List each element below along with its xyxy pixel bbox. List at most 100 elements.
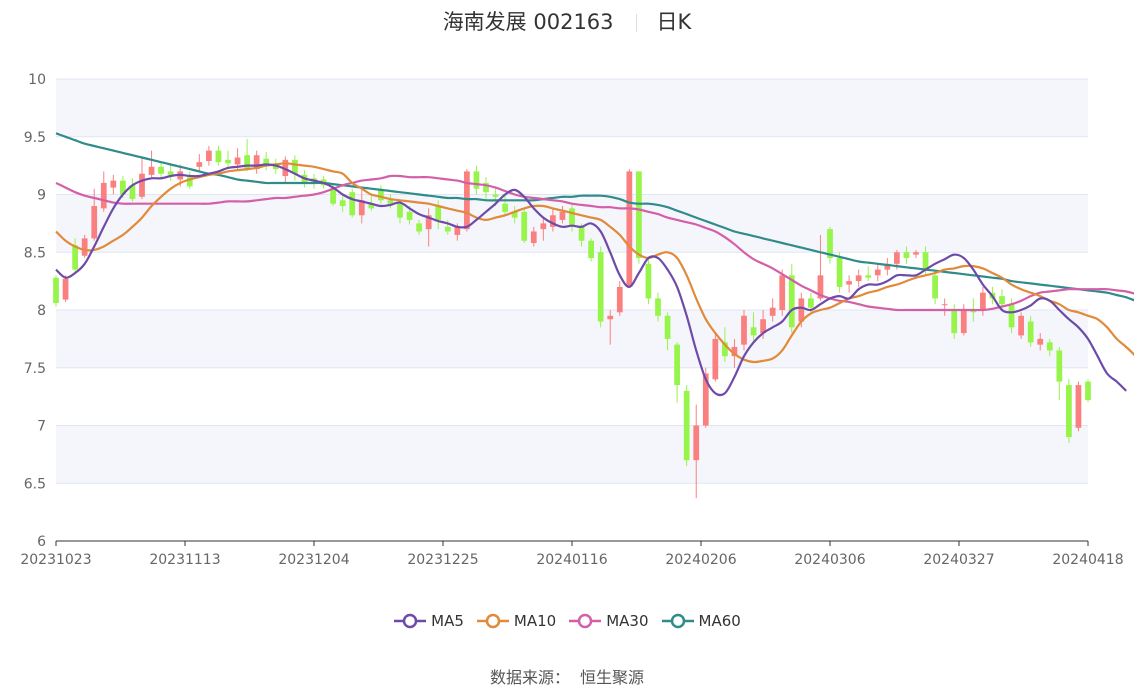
candle	[540, 217, 547, 241]
candle	[1046, 338, 1053, 357]
grid-band	[56, 367, 1088, 426]
candle	[712, 333, 719, 382]
candle	[559, 206, 566, 224]
candle-body	[645, 263, 652, 299]
candle-body	[741, 315, 747, 345]
candle-body	[559, 211, 566, 220]
candle-body	[1075, 385, 1082, 428]
candle-body	[616, 286, 623, 313]
candle-body	[206, 150, 212, 162]
candle	[511, 206, 518, 224]
candle-body	[1066, 385, 1072, 438]
candle-body	[62, 278, 69, 300]
candle-body	[253, 155, 260, 170]
candle	[550, 208, 556, 232]
candle	[139, 157, 145, 200]
legend-item-ma60[interactable]: MA60	[661, 612, 741, 630]
candle-body	[1046, 342, 1053, 351]
candle-body	[378, 188, 384, 201]
candle	[655, 292, 661, 322]
candle	[100, 171, 107, 212]
candle-body	[903, 252, 910, 259]
candle-body	[387, 200, 394, 204]
candle-body	[1037, 338, 1044, 345]
candle	[1027, 315, 1034, 347]
candle-body	[894, 252, 900, 264]
candle-body	[473, 171, 480, 189]
candle	[664, 312, 671, 351]
candle	[215, 145, 222, 166]
candle-body	[874, 269, 881, 276]
x-tick-label: 20231225	[407, 552, 478, 568]
candle	[836, 252, 843, 293]
legend-circle	[402, 613, 418, 629]
candle	[607, 310, 614, 345]
candle	[358, 188, 365, 224]
legend-marker-icon	[394, 613, 427, 629]
candle-body	[999, 296, 1005, 305]
candle-body	[454, 226, 461, 235]
candle-body	[932, 275, 938, 299]
candle-body	[1027, 321, 1034, 343]
candle-body	[808, 298, 814, 308]
legend-item-ma10[interactable]: MA10	[476, 612, 556, 630]
legend-label: MA60	[698, 612, 741, 630]
candle-body	[263, 158, 270, 166]
candle-body	[225, 159, 231, 164]
candle-body	[855, 275, 862, 282]
candle-body	[960, 310, 967, 334]
candle	[674, 342, 680, 403]
candle	[913, 249, 919, 259]
ma5-line	[55, 163, 1127, 397]
candle-body	[731, 346, 738, 357]
candlestick-chart: 109.598.587.576.56 20231023 20231113 20231…	[20, 72, 1134, 568]
candle-body	[865, 275, 872, 278]
candle	[425, 208, 432, 247]
candle-body	[750, 327, 757, 336]
legend-item-ma30[interactable]: MA30	[568, 612, 649, 630]
candle-body	[464, 171, 470, 230]
x-tick-label: 20231023	[20, 552, 91, 568]
x-tick-label: 20240306	[794, 552, 865, 568]
candle-body	[215, 150, 222, 163]
candle-body	[540, 223, 547, 230]
candle-body	[788, 275, 795, 328]
candle	[932, 269, 938, 305]
candle-body	[435, 206, 442, 220]
legend-marker-icon	[569, 613, 602, 629]
candle	[225, 150, 231, 168]
y-tick-label: 8	[37, 303, 46, 319]
legend-circle	[670, 613, 685, 629]
candle-body	[416, 223, 422, 232]
legend-label: MA10	[513, 612, 557, 630]
candle	[349, 188, 356, 218]
candle-body	[244, 155, 250, 170]
candle-body	[349, 192, 356, 216]
candle-body	[712, 338, 719, 380]
candle-body	[425, 215, 432, 230]
legend-marker-icon	[661, 613, 694, 629]
legend-item-ma5[interactable]: MA5	[393, 612, 464, 630]
candle	[569, 203, 575, 232]
grid-band	[56, 136, 1088, 195]
legend-label: MA5	[431, 612, 464, 630]
candle-body	[167, 171, 174, 175]
x-axis: 20231023 20231113 20231204 20231225 20240116…	[20, 540, 1124, 568]
candle	[72, 238, 78, 272]
candle	[62, 275, 69, 302]
candle-body	[588, 240, 594, 259]
candle-body	[81, 238, 88, 256]
candle	[416, 219, 422, 235]
candle	[253, 150, 260, 174]
candle	[148, 150, 155, 178]
candle	[865, 266, 872, 282]
candle-body	[693, 425, 700, 461]
candle	[597, 246, 604, 328]
moving-average-lines	[55, 132, 1134, 397]
candles	[53, 139, 1091, 499]
candle-body	[1018, 315, 1024, 336]
grid-band	[56, 252, 1088, 310]
candle-body	[597, 252, 604, 322]
candle	[616, 281, 623, 316]
candle-body	[53, 277, 59, 304]
